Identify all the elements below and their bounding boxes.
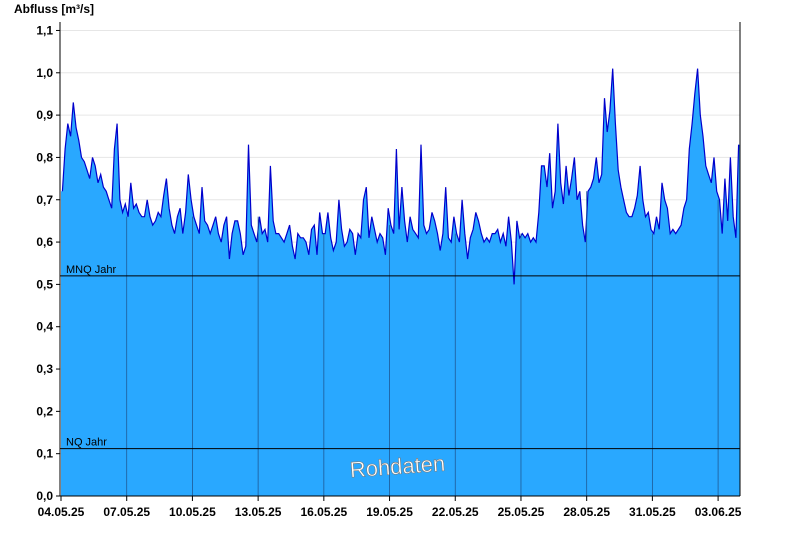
y-tick-label: 0,4 bbox=[36, 320, 53, 334]
x-tick-label: 07.05.25 bbox=[103, 505, 150, 519]
y-tick-label: 0,3 bbox=[36, 362, 53, 376]
reference-label: NQ Jahr bbox=[66, 437, 107, 449]
y-tick-label: 0,7 bbox=[36, 193, 53, 207]
x-tick-label: 04.05.25 bbox=[38, 505, 85, 519]
y-axis-title: Abfluss [m³/s] bbox=[14, 2, 94, 16]
y-tick-label: 0,5 bbox=[36, 277, 53, 291]
x-tick-label: 03.06.25 bbox=[695, 505, 742, 519]
x-tick-label: 31.05.25 bbox=[629, 505, 676, 519]
x-tick-label: 28.05.25 bbox=[563, 505, 610, 519]
y-tick-label: 1,1 bbox=[36, 23, 53, 37]
y-tick-label: 0,6 bbox=[36, 235, 53, 249]
reference-label: MNQ Jahr bbox=[66, 264, 116, 276]
x-tick-label: 19.05.25 bbox=[366, 505, 413, 519]
y-tick-label: 0,9 bbox=[36, 108, 53, 122]
x-tick-label: 10.05.25 bbox=[169, 505, 216, 519]
x-tick-label: 16.05.25 bbox=[300, 505, 347, 519]
discharge-area bbox=[61, 68, 740, 496]
plot-frame bbox=[59, 22, 741, 497]
y-tick-label: 0,8 bbox=[36, 150, 53, 164]
x-tick-label: 13.05.25 bbox=[235, 505, 282, 519]
reference-lines: MNQ Jahr NQ Jahr bbox=[60, 264, 740, 450]
x-tick-label: 25.05.25 bbox=[498, 505, 545, 519]
y-tick-label: 0,0 bbox=[36, 489, 53, 503]
x-tick-label: 22.05.25 bbox=[432, 505, 479, 519]
y-axis-ticks: 0,0 0,1 0,2 0,3 0,4 0,5 0,6 0,7 0,8 0,9 1,0 1,1 bbox=[36, 23, 60, 503]
vertical-gridlines bbox=[126, 191, 719, 496]
y-tick-label: 0,2 bbox=[36, 404, 53, 418]
discharge-line bbox=[61, 68, 740, 285]
y-tick-label: 1,0 bbox=[36, 66, 53, 80]
x-axis-ticks: 04.05.25 07.05.25 10.05.25 13.05.25 16.05.25… bbox=[38, 496, 742, 519]
y-tick-label: 0,1 bbox=[36, 447, 53, 461]
